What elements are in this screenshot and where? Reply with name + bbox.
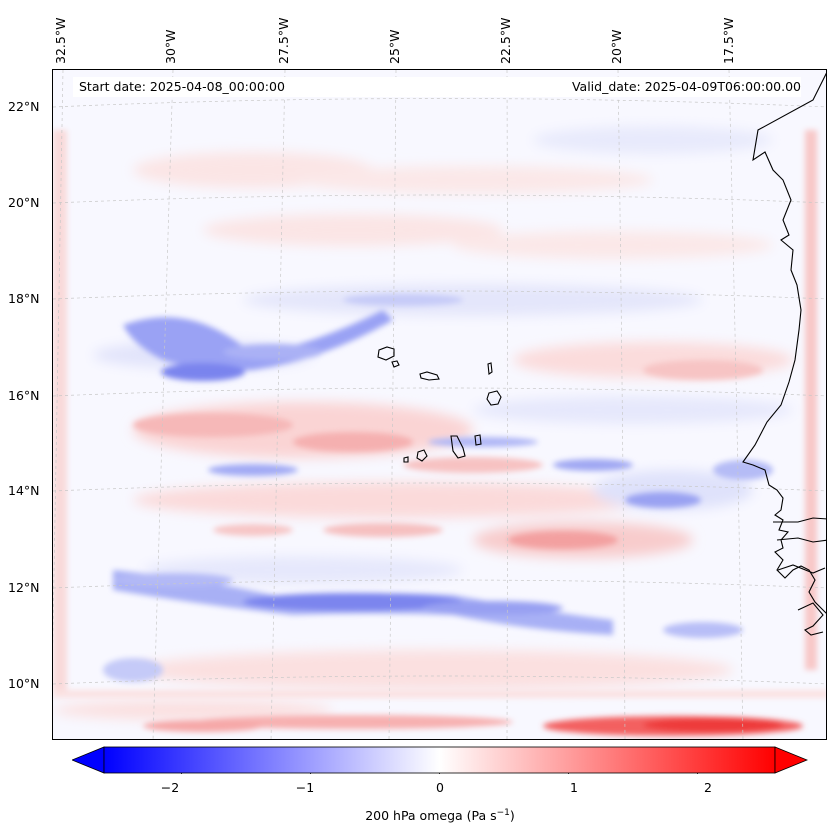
- colorbar-extend-min: [72, 746, 105, 774]
- colorbar-extend-max: [774, 746, 808, 774]
- colorbar-tick-label: 1: [570, 780, 578, 795]
- omega-bands: [53, 130, 826, 736]
- lat-label-20n: 20°N: [8, 195, 40, 210]
- colorbar-tick-label: 2: [704, 780, 712, 795]
- omega-field: [53, 70, 826, 739]
- lat-label-10n: 10°N: [8, 676, 40, 691]
- island-santiago: [450, 435, 466, 459]
- colorbar-tick-label: −2: [160, 780, 180, 795]
- lon-label-27-5w: 27.5°W: [276, 17, 291, 64]
- island-boa-vista: [486, 390, 502, 406]
- island-fogo: [416, 449, 428, 462]
- map-panel[interactable]: Start date: 2025-04-08_00:00:00 Valid_da…: [52, 69, 827, 740]
- lon-label-32-5w: 32.5°W: [53, 17, 68, 64]
- lat-label-14n: 14°N: [8, 483, 40, 498]
- colorbar-body: [103, 746, 776, 774]
- island-santo-antao: [377, 346, 395, 361]
- lon-label-25w: 25°W: [387, 29, 402, 64]
- lat-label-12n: 12°N: [8, 580, 40, 595]
- island-sao-vicente: [391, 360, 400, 368]
- island-sao-nicolau: [419, 371, 440, 381]
- start-date-label: Start date: 2025-04-08_00:00:00: [79, 79, 285, 94]
- lon-label-22-5w: 22.5°W: [498, 17, 513, 64]
- island-sal: [487, 362, 493, 375]
- lat-label-18n: 18°N: [8, 291, 40, 306]
- lon-label-17-5w: 17.5°W: [721, 17, 736, 64]
- graticule: [53, 70, 826, 739]
- valid-date-label: Valid_date: 2025-04-09T06:00:00.00: [571, 79, 801, 94]
- cape-verde-islands: [377, 346, 502, 463]
- lon-label-20w: 20°W: [609, 29, 624, 64]
- colorbar: [72, 746, 808, 774]
- info-bar-background: [73, 77, 801, 97]
- island-maio: [474, 434, 482, 446]
- colorbar-ticks: [181, 773, 698, 774]
- colorbar-tick-label: −1: [295, 780, 315, 795]
- west-africa-coastline: [742, 72, 826, 614]
- colorbar-label: 200 hPa omega (Pa s−1): [365, 808, 515, 824]
- lat-label-16n: 16°N: [8, 388, 40, 403]
- lat-label-22n: 22°N: [8, 99, 40, 114]
- island-brava: [403, 456, 409, 463]
- senegal-gambia-inlets: [773, 517, 826, 636]
- lon-label-30w: 30°W: [163, 29, 178, 64]
- colorbar-tick-label: 0: [436, 780, 444, 795]
